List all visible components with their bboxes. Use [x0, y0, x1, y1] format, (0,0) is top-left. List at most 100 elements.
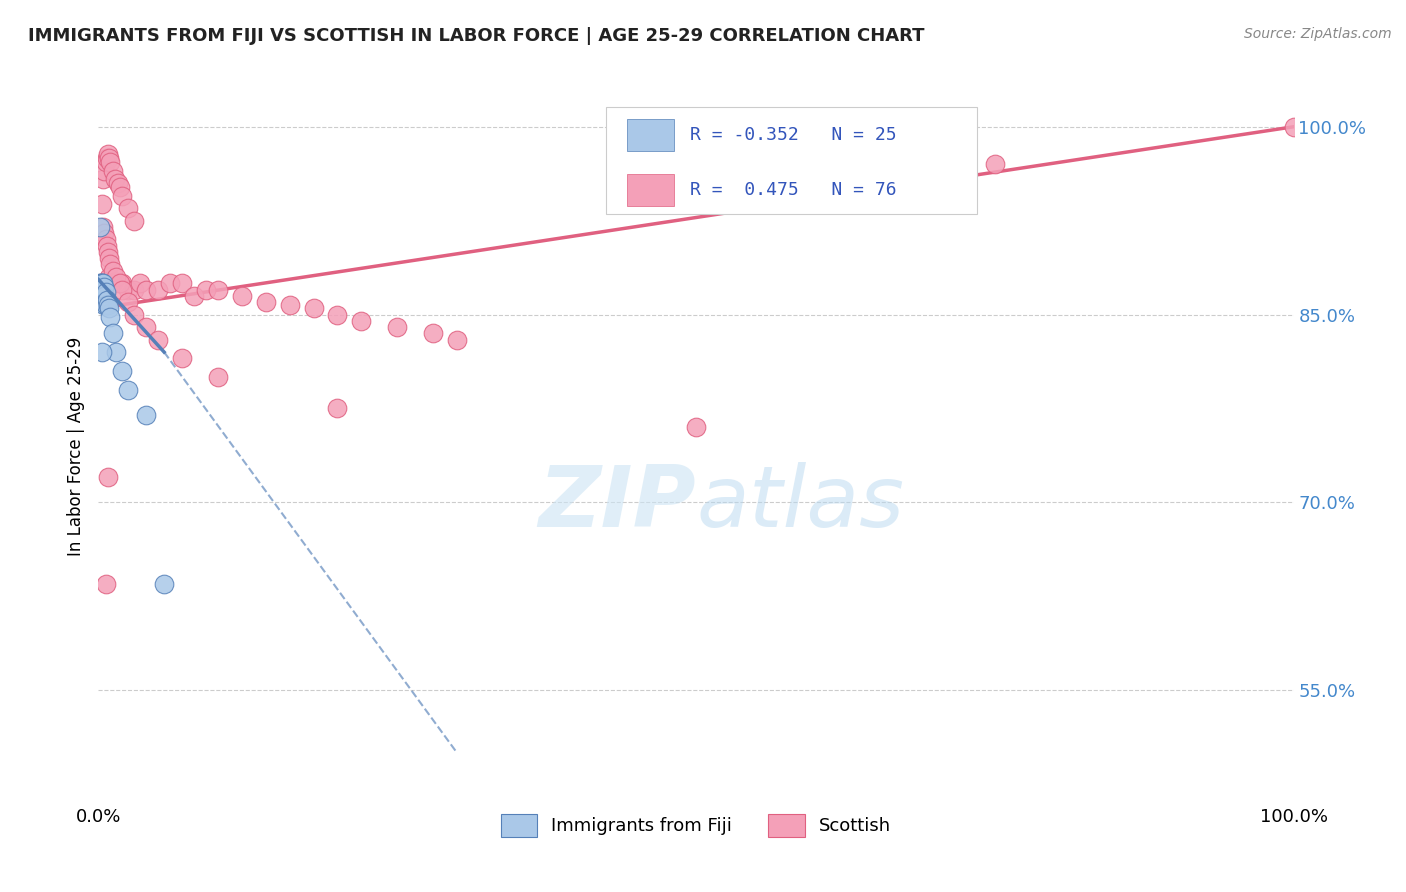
Point [385, 320, 409, 334]
Point [96, 151, 118, 165]
Point [207, 283, 229, 297]
Point [96, 293, 118, 307]
Point [1282, 120, 1305, 134]
Y-axis label: In Labor Force | Age 25-29: In Labor Force | Age 25-29 [66, 336, 84, 556]
Point [98, 257, 122, 271]
Point [326, 401, 349, 416]
Point [195, 283, 218, 297]
Point [94, 232, 117, 246]
Point [172, 277, 194, 291]
Point [94, 576, 117, 591]
Point [93, 297, 115, 311]
Point [91, 277, 114, 291]
Point [93, 226, 115, 240]
Point [91, 293, 114, 307]
Point [98, 310, 122, 324]
Point [89, 277, 111, 291]
Point [159, 277, 181, 291]
Point [148, 333, 170, 347]
Text: R =  0.475   N = 76: R = 0.475 N = 76 [690, 181, 897, 199]
Point [231, 289, 253, 303]
Bar [627, 119, 675, 151]
Point [101, 277, 124, 291]
Text: ZIP: ZIP [538, 461, 696, 545]
FancyBboxPatch shape [606, 107, 977, 214]
Point [108, 277, 131, 291]
Point [97, 470, 120, 484]
Point [153, 576, 176, 591]
Point [117, 283, 139, 297]
Point [135, 408, 157, 422]
Point [111, 283, 134, 297]
Point [91, 285, 114, 299]
Text: IMMIGRANTS FROM FIJI VS SCOTTISH IN LABOR FORCE | AGE 25-29 CORRELATION CHART: IMMIGRANTS FROM FIJI VS SCOTTISH IN LABO… [28, 27, 925, 45]
Point [93, 163, 115, 178]
Bar [627, 174, 675, 206]
Point [98, 277, 122, 291]
Point [148, 283, 170, 297]
Point [129, 277, 152, 291]
Point [98, 151, 121, 165]
Text: R = -0.352   N = 25: R = -0.352 N = 25 [690, 127, 897, 145]
Point [207, 370, 229, 384]
Point [117, 383, 139, 397]
Point [93, 280, 115, 294]
Point [93, 277, 115, 291]
Point [98, 270, 121, 285]
Point [105, 277, 128, 291]
Point [108, 179, 131, 194]
Point [172, 351, 194, 366]
Point [104, 172, 127, 186]
Point [101, 264, 124, 278]
Point [108, 277, 131, 291]
Point [302, 301, 325, 316]
Point [90, 277, 112, 291]
Text: Source: ZipAtlas.com: Source: ZipAtlas.com [1244, 27, 1392, 41]
Point [350, 314, 373, 328]
Point [117, 201, 139, 215]
Text: atlas: atlas [696, 461, 904, 545]
Point [90, 285, 112, 299]
Point [326, 308, 349, 322]
Point [96, 238, 118, 252]
Point [183, 289, 205, 303]
Point [90, 277, 112, 291]
Point [97, 297, 120, 311]
Point [124, 213, 146, 227]
Point [91, 172, 114, 186]
Point [98, 301, 121, 316]
Point [91, 293, 114, 307]
Point [107, 176, 129, 190]
Point [446, 333, 468, 347]
Point [685, 420, 707, 434]
Point [96, 277, 118, 291]
Point [89, 219, 111, 234]
Point [98, 251, 121, 265]
Point [101, 326, 124, 341]
Point [984, 157, 1007, 171]
Point [111, 277, 134, 291]
Point [94, 154, 117, 169]
Point [97, 147, 120, 161]
Point [135, 320, 157, 334]
Point [94, 297, 117, 311]
Point [278, 297, 301, 311]
Point [101, 163, 124, 178]
Point [94, 285, 117, 299]
Point [124, 283, 146, 297]
Point [93, 289, 115, 303]
Point [117, 295, 139, 310]
Point [97, 244, 120, 259]
Point [135, 283, 157, 297]
Legend: Immigrants from Fiji, Scottish: Immigrants from Fiji, Scottish [494, 807, 898, 844]
Point [111, 188, 134, 202]
Point [254, 295, 277, 310]
Point [91, 219, 114, 234]
Point [91, 197, 114, 211]
Point [105, 345, 128, 359]
Point [105, 270, 128, 285]
Point [91, 277, 114, 291]
Point [111, 364, 134, 378]
Point [422, 326, 444, 341]
Point [91, 345, 114, 359]
